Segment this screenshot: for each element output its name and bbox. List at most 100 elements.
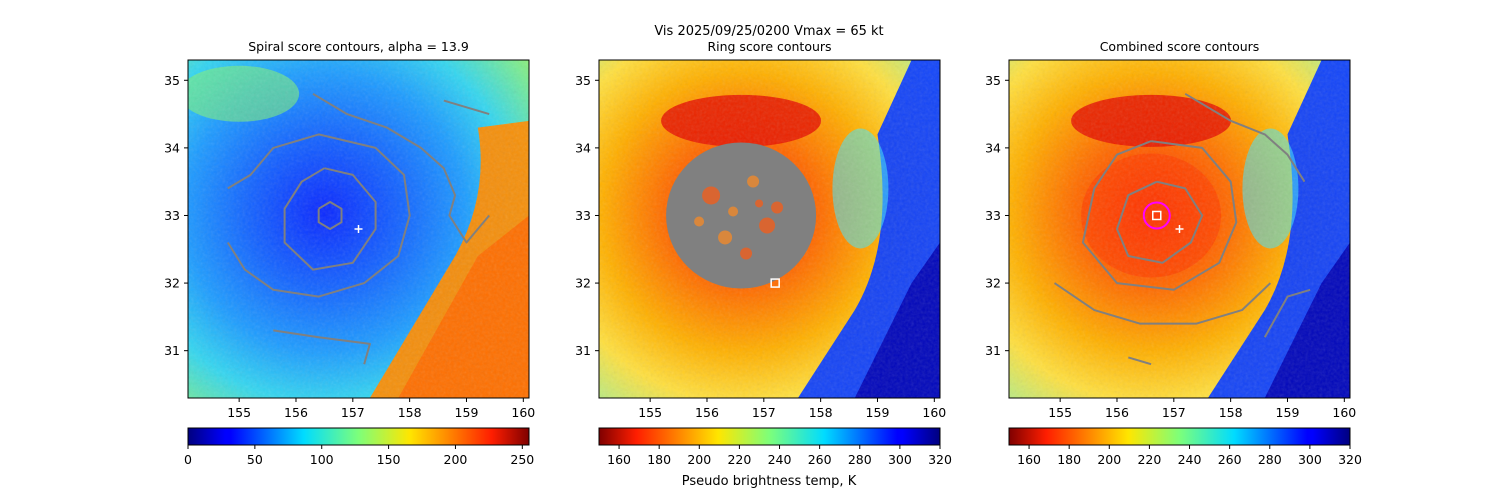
colorbar-tick-label: 150 xyxy=(377,452,401,467)
x-tick-label: 159 xyxy=(866,405,890,420)
colorbar-tick-label: 250 xyxy=(510,452,534,467)
colorbar-tick-label: 160 xyxy=(607,452,631,467)
x-tick-label: 160 xyxy=(511,405,535,420)
x-tick-label: 157 xyxy=(341,405,365,420)
score-contour xyxy=(1128,356,1152,366)
colorbar-tick-label: 280 xyxy=(848,452,872,467)
y-tick-label: 32 xyxy=(164,276,180,291)
colorbar-tick-label: 180 xyxy=(647,452,671,467)
shared-colorbar-label: Pseudo brightness temp, K xyxy=(682,474,857,489)
y-tick-label: 31 xyxy=(575,343,591,358)
x-tick-label: 158 xyxy=(398,405,422,420)
x-tick-label: 160 xyxy=(922,405,946,420)
x-tick-label: 157 xyxy=(752,405,776,420)
colorbar-tick-label: 160 xyxy=(1017,452,1041,467)
y-tick-label: 34 xyxy=(575,140,591,155)
score-contour xyxy=(1184,92,1306,183)
score-contour xyxy=(1263,288,1311,338)
y-tick-label: 33 xyxy=(575,208,591,223)
plot-frame xyxy=(1008,59,1351,399)
score-contour xyxy=(1116,180,1204,264)
ring-mask-speck xyxy=(755,199,764,208)
colorbar-tick-label: 300 xyxy=(888,452,912,467)
colorbar-tick-label: 200 xyxy=(1097,452,1121,467)
y-tick-label: 34 xyxy=(985,140,1001,155)
x-tick-label: 156 xyxy=(1105,405,1129,420)
score-contour xyxy=(1053,282,1272,325)
colorbar-tick-label: 220 xyxy=(727,452,751,467)
ring-mask-speck xyxy=(694,216,705,227)
y-tick-label: 33 xyxy=(164,208,180,223)
center-circle-marker xyxy=(1142,201,1171,230)
colorbar-tick-label: 240 xyxy=(768,452,792,467)
heatmap-image xyxy=(599,60,940,398)
colorbar-tick-label: 0 xyxy=(184,452,192,467)
x-tick-label: 160 xyxy=(1332,405,1356,420)
y-tick-label: 32 xyxy=(575,276,591,291)
colorbar-tick-label: 240 xyxy=(1178,452,1202,467)
ring-mask-speck xyxy=(728,206,739,217)
colorbar-tick-label: 200 xyxy=(687,452,711,467)
ring-mask-speck xyxy=(740,247,753,260)
score-contour xyxy=(273,329,371,365)
score-contour xyxy=(312,92,490,244)
x-tick-label: 155 xyxy=(1048,405,1072,420)
colorbar-tick-label: 220 xyxy=(1137,452,1161,467)
colorbar-tick-label: 320 xyxy=(1338,452,1362,467)
colorbar-tick-label: 260 xyxy=(808,452,832,467)
colorbar: 160 180 200 220 240 260 280 300 320 xyxy=(1008,427,1362,467)
colorbar: 0 50 100 150 200 250 xyxy=(184,427,534,467)
ring-mask-speck xyxy=(759,217,776,234)
x-tick-label: 155 xyxy=(227,405,251,420)
colorbar-tick-label: 260 xyxy=(1218,452,1242,467)
panel-3: Combined score contours 155 156 157 158 159 16… xyxy=(985,39,1362,467)
ring-center-square-marker xyxy=(770,278,780,288)
ring-mask-speck xyxy=(771,201,784,214)
x-tick-label: 158 xyxy=(1219,405,1243,420)
panel-title: Combined score contours xyxy=(1100,39,1260,54)
y-tick-label: 32 xyxy=(985,276,1001,291)
score-contour xyxy=(317,201,343,230)
ring-mask-speck xyxy=(747,175,760,188)
colorbar-tick-label: 200 xyxy=(444,452,468,467)
colorbar-tick-label: 100 xyxy=(310,452,334,467)
panel-title: Spiral score contours, alpha = 13.9 xyxy=(248,39,469,54)
score-contour xyxy=(226,133,411,298)
position-cross-marker xyxy=(354,225,363,233)
y-tick-label: 35 xyxy=(985,73,1001,88)
combined-center-square-marker xyxy=(1152,210,1162,221)
x-tick-label: 159 xyxy=(455,405,479,420)
y-tick-label: 35 xyxy=(164,73,180,88)
score-contour xyxy=(283,167,377,271)
heatmap-image xyxy=(188,60,529,398)
score-contour xyxy=(1081,140,1238,291)
y-tick-label: 33 xyxy=(985,208,1001,223)
position-cross-marker xyxy=(1175,225,1184,233)
x-tick-label: 156 xyxy=(284,405,308,420)
colorbar-tick-label: 50 xyxy=(247,452,263,467)
plot-frame xyxy=(598,59,941,399)
ring-mask xyxy=(666,142,817,289)
heatmap-image xyxy=(1009,60,1350,398)
y-tick-label: 35 xyxy=(575,73,591,88)
x-tick-label: 159 xyxy=(1276,405,1300,420)
x-tick-label: 156 xyxy=(695,405,719,420)
colorbar-gradient xyxy=(1008,427,1351,446)
colorbar-tick-label: 300 xyxy=(1298,452,1322,467)
panel-1: Spiral score contours, alpha = 13.9 155 15… xyxy=(164,39,535,467)
ring-mask-speck xyxy=(718,230,733,245)
colorbar-tick-label: 280 xyxy=(1258,452,1282,467)
y-tick-label: 31 xyxy=(164,343,180,358)
x-tick-label: 158 xyxy=(809,405,833,420)
figure-suptitle: Vis 2025/09/25/0200 Vmax = 65 kt xyxy=(654,24,883,39)
x-tick-label: 157 xyxy=(1162,405,1186,420)
score-contour xyxy=(443,99,490,116)
colorbar: 160 180 200 220 240 260 280 300 320 xyxy=(598,427,952,467)
plot-frame xyxy=(187,59,530,399)
colorbar-tick-label: 180 xyxy=(1057,452,1081,467)
colorbar-gradient xyxy=(187,427,530,446)
panel-title: Ring score contours xyxy=(707,39,831,54)
colorbar-gradient xyxy=(598,427,941,446)
x-tick-label: 155 xyxy=(638,405,662,420)
